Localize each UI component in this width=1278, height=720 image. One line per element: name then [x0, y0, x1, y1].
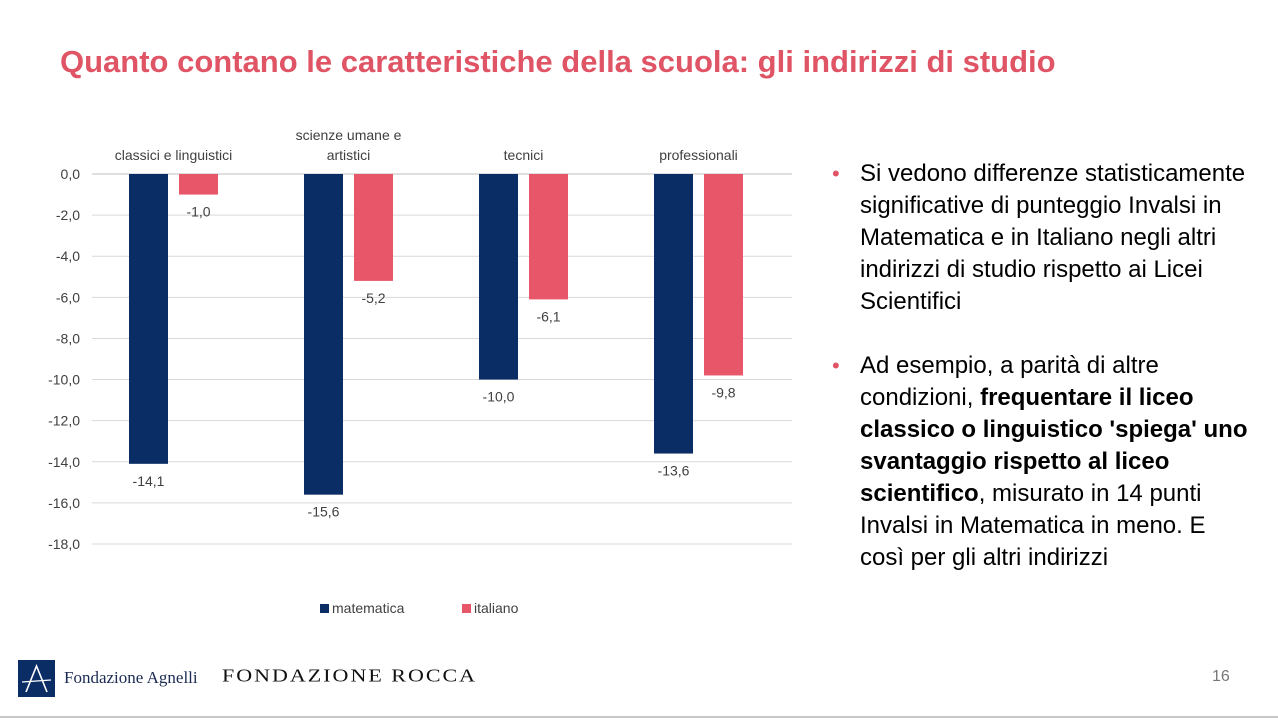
data-label: -6,1 [536, 308, 560, 324]
y-tick-label: -18,0 [48, 536, 80, 552]
bar-matematica [129, 174, 168, 464]
bullet-item: • Si vedono differenze statisticamente si… [832, 158, 1252, 318]
bar-chart: 0,0 -2,0 -4,0 -6,0 -8,0 -10,0 -12,0 -14,0 -16,0 -… [48, 127, 792, 616]
logo-fondazione-rocca: FONDAZIONE ROCCA [222, 665, 478, 686]
y-tick-label: -16,0 [48, 495, 80, 511]
legend-label: matematica [332, 600, 405, 616]
data-label: -13,6 [658, 463, 690, 479]
bar-italiano [179, 174, 218, 195]
data-label: -15,6 [308, 504, 340, 520]
bullet-list: • Si vedono differenze statisticamente si… [832, 158, 1252, 606]
agnelli-logo-icon [18, 660, 55, 697]
bullet-text: Ad esempio, a parità di altre condizioni… [860, 352, 1159, 411]
category-label: scienze umane e [296, 127, 402, 143]
y-tick-label: -12,0 [48, 413, 80, 429]
bullet-text: , misurato in 14 punti Invalsi in Matema… [860, 480, 1206, 571]
page-number: 16 [1212, 668, 1230, 685]
data-label: -5,2 [361, 290, 385, 306]
bar-italiano [529, 174, 568, 300]
data-label: -1,0 [186, 204, 210, 220]
footer-divider [0, 716, 1278, 718]
bar-italiano [704, 174, 743, 376]
category-label: artistici [327, 147, 371, 163]
bullet-text-bold: frequentare il liceo classico o linguist… [860, 384, 1248, 507]
bullet-text: Si vedono differenze statisticamente sig… [860, 160, 1246, 315]
slide-title: Quanto contano le caratteristiche della … [60, 44, 1056, 79]
y-tick-label: -14,0 [48, 454, 80, 470]
bar-italiano [354, 174, 393, 281]
bullet-dot: • [832, 161, 840, 186]
logo-fondazione-agnelli: Fondazione Agnelli [64, 668, 198, 687]
y-tick-label: -10,0 [48, 372, 80, 388]
bullet-dot: • [832, 353, 840, 378]
bar-matematica [479, 174, 518, 380]
y-tick-label: -8,0 [56, 330, 80, 346]
bar-matematica [304, 174, 343, 495]
data-label: -10,0 [483, 389, 515, 405]
legend-swatch-matematica [320, 604, 329, 613]
bar-matematica [654, 174, 693, 454]
legend-label: italiano [474, 600, 519, 616]
data-label: -14,1 [133, 473, 165, 489]
category-label: classici e linguistici [115, 147, 232, 163]
y-tick-label: -6,0 [56, 289, 80, 305]
legend-swatch-italiano [462, 604, 471, 613]
data-label: -9,8 [711, 384, 735, 400]
y-tick-label: -4,0 [56, 248, 80, 264]
category-label: professionali [659, 147, 738, 163]
y-tick-label: 0,0 [61, 166, 81, 182]
bullet-item: • Ad esempio, a parità di altre condizion… [832, 350, 1252, 574]
y-tick-label: -2,0 [56, 207, 80, 223]
category-label: tecnici [504, 147, 544, 163]
